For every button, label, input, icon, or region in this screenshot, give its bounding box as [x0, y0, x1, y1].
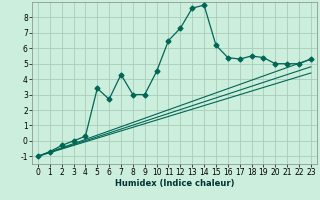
X-axis label: Humidex (Indice chaleur): Humidex (Indice chaleur) — [115, 179, 234, 188]
